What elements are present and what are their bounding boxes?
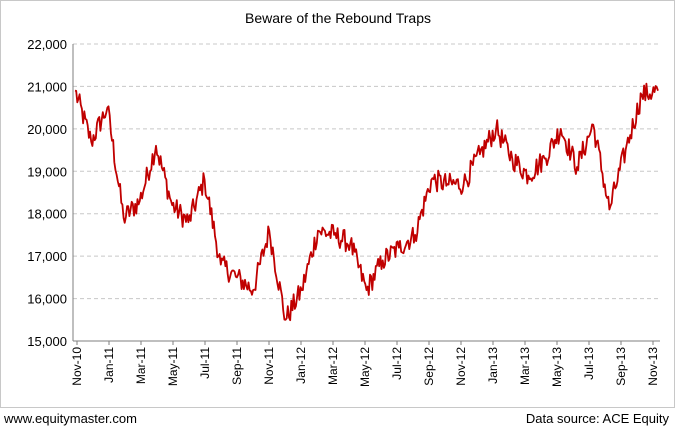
x-tick-label: Mar-11 xyxy=(134,347,148,384)
chart-frame xyxy=(0,0,675,408)
y-tick-label: 16,000 xyxy=(27,292,67,307)
y-tick-label: 18,000 xyxy=(27,207,67,222)
footer: www.equitymaster.com Data source: ACE Eq… xyxy=(0,408,675,430)
x-tick-label: Nov-10 xyxy=(70,347,84,386)
data-source-label: Data source: ACE Equity xyxy=(525,411,669,426)
x-tick-label: Jan-12 xyxy=(294,347,308,384)
x-tick-label: Jan-11 xyxy=(102,347,116,383)
x-tick-label: Jul-11 xyxy=(198,347,212,379)
y-tick-label: 17,000 xyxy=(27,249,67,264)
x-tick-label: May-13 xyxy=(550,347,564,387)
x-tick-label: Sep-12 xyxy=(422,347,436,386)
x-tick-label: Jan-13 xyxy=(486,347,500,384)
x-tick-label: Jul-13 xyxy=(582,347,596,380)
x-tick-label: Sep-11 xyxy=(230,347,244,385)
chart-title: Beware of the Rebound Traps xyxy=(245,10,431,26)
x-tick-label: Nov-11 xyxy=(262,347,276,385)
x-tick-label: Mar-13 xyxy=(518,347,532,385)
x-tick-label: Nov-13 xyxy=(646,347,660,386)
line-chart: Beware of the Rebound Traps 15,000 16,000… xyxy=(27,10,660,387)
x-tick-label: May-12 xyxy=(358,347,372,387)
x-tick-label: Jul-12 xyxy=(390,347,404,380)
x-tick-label: Nov-12 xyxy=(454,347,468,386)
y-tick-label: 20,000 xyxy=(27,122,67,137)
website-label: www.equitymaster.com xyxy=(4,411,137,426)
x-tick-label: May-11 xyxy=(166,347,180,386)
y-tick-label: 15,000 xyxy=(27,334,67,349)
series-line xyxy=(74,82,659,322)
y-tick-label: 21,000 xyxy=(27,79,67,94)
x-tick-label: Mar-12 xyxy=(326,347,340,385)
y-tick-label: 22,000 xyxy=(27,37,67,52)
x-tick-label: Sep-13 xyxy=(614,347,628,386)
y-tick-label: 19,000 xyxy=(27,164,67,179)
